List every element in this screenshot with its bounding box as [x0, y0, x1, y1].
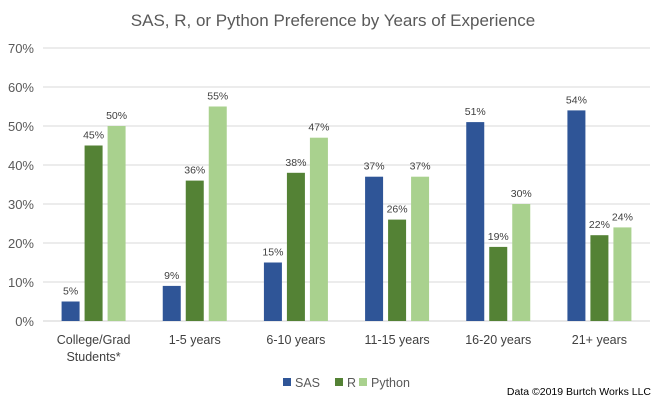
data-label: 37%	[410, 161, 431, 173]
bar-r	[84, 145, 103, 321]
bar-python	[208, 106, 227, 321]
bar-sas	[162, 285, 181, 321]
data-label: 37%	[364, 161, 385, 173]
bar-r	[388, 219, 407, 321]
data-credit: Data ©2019 Burtch Works LLC	[507, 386, 652, 398]
data-labels: 5% 45%50% 9% 36% 55% 15% 38% 47% 37% 26% 37% 51% 19%…	[63, 91, 633, 298]
gridlines	[43, 47, 650, 322]
y-axis-ticks: 0% 10% 20% 30% 40% 50% 60% 70%	[8, 41, 34, 329]
data-label: 19%	[488, 231, 509, 243]
data-label: 24%	[612, 211, 633, 223]
y-tick-label: 20%	[8, 236, 34, 251]
bar-sas	[61, 301, 80, 321]
data-label: 26%	[387, 204, 408, 216]
data-label: 47%	[308, 122, 329, 134]
y-tick-label: 0%	[15, 314, 34, 329]
y-tick-label: 10%	[8, 275, 34, 290]
data-label: 36%	[184, 165, 205, 177]
x-category-label: College/Grad	[57, 333, 131, 347]
bars	[61, 106, 632, 322]
bar-sas	[567, 110, 586, 322]
x-category-label: 1-5 years	[169, 333, 221, 347]
data-label: 54%	[566, 94, 587, 106]
bar-python	[107, 126, 126, 321]
y-tick-label: 40%	[8, 158, 34, 173]
bar-python	[512, 204, 531, 321]
data-label: 22%	[589, 219, 610, 231]
legend-swatch-sas	[283, 378, 291, 386]
chart-title: SAS, R, or Python Preference by Years of…	[131, 11, 535, 30]
bar-sas	[263, 262, 282, 321]
x-axis-categories: College/Grad Students* 1-5 years 6-10 years…	[57, 333, 627, 364]
legend-label-python: Python	[371, 376, 410, 390]
data-label: 30%	[511, 188, 532, 200]
legend: SAS R Python	[283, 376, 410, 390]
data-label: 9%	[164, 270, 179, 282]
y-tick-label: 50%	[8, 119, 34, 134]
data-label: 55%	[207, 91, 228, 103]
data-label: 38%	[285, 157, 306, 169]
x-category-label: 16-20 years	[465, 333, 531, 347]
data-label: 51%	[465, 106, 486, 118]
legend-swatch-python	[359, 378, 367, 386]
bar-sas	[466, 122, 485, 321]
legend-label-sas: SAS	[295, 376, 320, 390]
data-label: 15%	[262, 247, 283, 259]
y-tick-label: 70%	[8, 41, 34, 56]
bar-r	[185, 180, 204, 321]
legend-swatch-r	[335, 378, 343, 386]
bar-r	[489, 246, 508, 321]
bar-sas	[365, 176, 384, 321]
bar-python	[309, 137, 328, 321]
x-category-label: 6-10 years	[266, 333, 325, 347]
x-category-label: 11-15 years	[365, 333, 430, 347]
bar-r	[286, 172, 305, 321]
data-label: 50%	[106, 110, 127, 122]
legend-label-r: R	[347, 376, 356, 390]
y-tick-label: 60%	[8, 80, 34, 95]
y-tick-label: 30%	[8, 197, 34, 212]
x-category-label: 21+ years	[572, 333, 627, 347]
data-label: 5%	[63, 286, 78, 298]
bar-python	[613, 227, 632, 321]
bar-python	[411, 176, 430, 321]
x-category-label: Students*	[66, 350, 120, 364]
bar-r	[590, 235, 609, 321]
data-label: 45%	[83, 130, 104, 142]
